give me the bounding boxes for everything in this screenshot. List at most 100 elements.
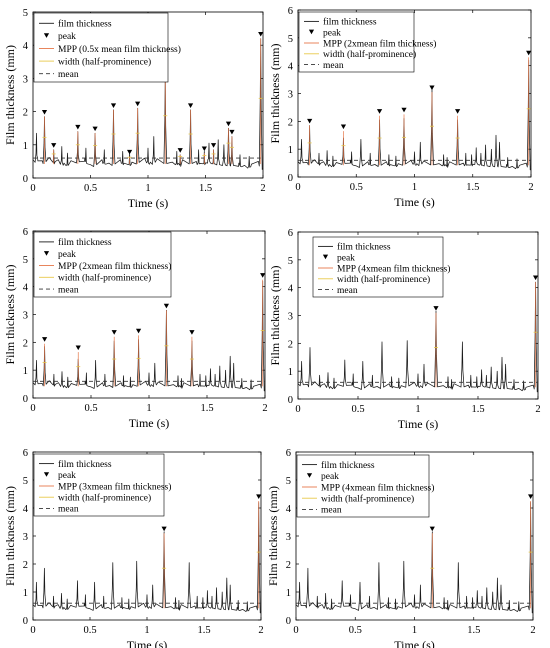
y-tick-label: 0 bbox=[23, 616, 28, 627]
film-thickness-series bbox=[297, 281, 539, 393]
peak-marker bbox=[111, 330, 117, 335]
y-tick-label: 3 bbox=[288, 90, 293, 101]
legend-entry: mean bbox=[58, 505, 79, 515]
legend-entry: peak bbox=[321, 472, 339, 482]
legend-entry: mean bbox=[58, 70, 79, 80]
x-tick-label: 2 bbox=[258, 625, 263, 636]
legend-entry: mean bbox=[321, 506, 342, 516]
legend-swatch bbox=[308, 29, 315, 35]
x-axis-label: Time (s) bbox=[128, 196, 169, 210]
chart-panel-3: 0 0.5 1 1.5 2 0 1 2 3 4 5 6 Time (s) Film thickness (… bbox=[3, 227, 268, 430]
x-tick-label: 1.5 bbox=[197, 625, 210, 636]
peak-marker bbox=[340, 124, 347, 130]
y-tick-label: 3 bbox=[23, 532, 28, 543]
y-tick-label: 3 bbox=[288, 312, 293, 323]
peak-marker bbox=[187, 103, 194, 108]
legend: film thickness peak MPP (0.5x mean film th… bbox=[33, 12, 181, 83]
legend-entry: width (half-prominence) bbox=[323, 49, 416, 60]
x-tick-label: 0.5 bbox=[350, 182, 363, 193]
x-axis-label: Time (s) bbox=[394, 638, 435, 648]
peak-marker bbox=[51, 143, 57, 148]
legend-entry: mean bbox=[337, 286, 358, 296]
peak-marker bbox=[189, 330, 195, 335]
film-thickness-series bbox=[32, 502, 262, 614]
peak-marker bbox=[229, 129, 235, 135]
peak-marker bbox=[163, 303, 169, 309]
peak-marker bbox=[135, 328, 142, 334]
film-thickness-series bbox=[297, 59, 532, 171]
y-axis-label: Film thickness (mm) bbox=[266, 486, 280, 586]
y-tick-label: 1 bbox=[288, 367, 293, 378]
legend-box bbox=[33, 12, 169, 83]
peak-marker bbox=[75, 345, 81, 351]
legend-entry: MPP (4xmean film thickness) bbox=[321, 482, 434, 493]
peak-marker bbox=[533, 275, 539, 281]
peak-marker bbox=[177, 148, 183, 153]
legend-entry: mean bbox=[323, 61, 344, 71]
x-tick-label: 1 bbox=[412, 625, 417, 636]
y-tick-label: 6 bbox=[286, 448, 291, 459]
x-tick-label: 0 bbox=[30, 625, 35, 636]
peak-marker bbox=[307, 118, 313, 124]
legend-swatch bbox=[43, 251, 50, 256]
y-tick-label: 2 bbox=[23, 560, 28, 571]
peak-marker bbox=[455, 109, 461, 114]
y-tick-label: 0 bbox=[288, 395, 293, 406]
peak-marker bbox=[75, 124, 81, 130]
legend-entry: peak bbox=[58, 471, 76, 481]
legend-entry: width (half-prominence) bbox=[58, 273, 151, 284]
x-tick-label: 1 bbox=[412, 182, 417, 193]
x-tick-label: 0.5 bbox=[349, 625, 362, 636]
legend-entry: mean bbox=[58, 285, 79, 295]
legend-swatch bbox=[322, 254, 329, 260]
y-tick-label: 3 bbox=[23, 74, 28, 85]
y-tick-label: 4 bbox=[23, 41, 29, 52]
y-tick-label: 5 bbox=[286, 476, 291, 487]
x-tick-label: 2 bbox=[528, 182, 533, 193]
legend-entry: film thickness bbox=[323, 17, 377, 28]
y-tick-label: 5 bbox=[23, 8, 28, 19]
legend-box bbox=[296, 454, 430, 518]
y-tick-label: 0 bbox=[23, 394, 28, 405]
legend-box bbox=[33, 453, 165, 517]
x-axis-label: Time (s) bbox=[127, 638, 168, 648]
peak-marker bbox=[258, 31, 264, 37]
y-tick-label: 0 bbox=[288, 173, 293, 184]
legend-entry: MPP (2xmean film thickness) bbox=[58, 261, 171, 272]
y-tick-label: 5 bbox=[23, 476, 28, 487]
peak-marker bbox=[127, 149, 133, 155]
peak-marker bbox=[42, 337, 48, 342]
y-tick-label: 6 bbox=[288, 228, 293, 239]
legend-box bbox=[312, 236, 444, 298]
y-axis-label: Film thickness (mm) bbox=[268, 266, 282, 366]
y-tick-label: 4 bbox=[286, 504, 292, 515]
peak-marker bbox=[41, 109, 48, 115]
legend-entry: peak bbox=[323, 29, 341, 39]
y-tick-label: 5 bbox=[23, 255, 28, 266]
x-tick-label: 0 bbox=[30, 183, 35, 194]
x-tick-label: 0.5 bbox=[84, 403, 97, 414]
legend-entry: film thickness bbox=[58, 459, 112, 470]
peak-marker bbox=[433, 306, 439, 311]
x-tick-label: 0.5 bbox=[351, 404, 364, 415]
x-tick-label: 1.5 bbox=[467, 625, 480, 636]
x-tick-label: 0 bbox=[293, 625, 298, 636]
y-tick-label: 2 bbox=[23, 338, 28, 349]
x-tick-label: 2 bbox=[262, 403, 267, 414]
x-tick-label: 0.5 bbox=[83, 625, 96, 636]
y-tick-label: 2 bbox=[286, 560, 291, 571]
y-tick-label: 4 bbox=[23, 283, 29, 294]
x-tick-label: 1.5 bbox=[199, 183, 212, 194]
x-tick-label: 1 bbox=[415, 404, 420, 415]
legend-swatch bbox=[306, 473, 313, 478]
y-axis-label: Film thickness (mm) bbox=[3, 265, 17, 365]
x-tick-label: 1 bbox=[145, 183, 150, 194]
peak-marker bbox=[201, 146, 207, 152]
legend-swatch bbox=[43, 472, 50, 477]
x-tick-label: 0.5 bbox=[84, 183, 97, 194]
y-tick-label: 6 bbox=[23, 448, 28, 459]
y-tick-label: 1 bbox=[23, 366, 28, 377]
